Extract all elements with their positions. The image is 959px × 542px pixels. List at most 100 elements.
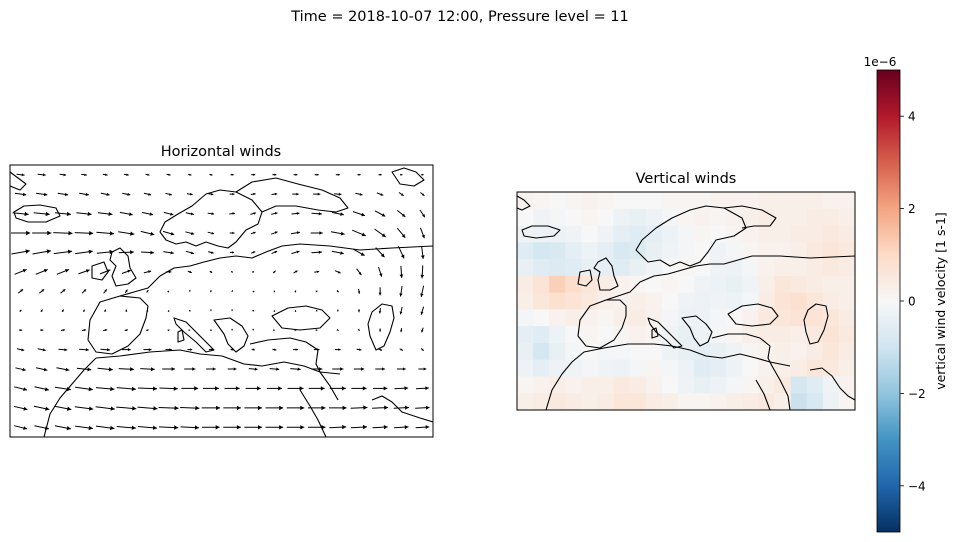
heatmap-cell xyxy=(790,208,808,227)
heatmap-cell xyxy=(565,326,582,344)
wind-arrow xyxy=(394,386,409,391)
wind-arrow xyxy=(53,231,73,236)
heatmap-cell xyxy=(677,275,695,294)
heatmap-cell xyxy=(613,208,631,227)
heatmap-cell xyxy=(581,275,599,294)
heatmap-cell xyxy=(806,192,824,210)
coastline-caspian-r xyxy=(803,303,829,345)
heatmap-cell xyxy=(597,309,615,327)
heatmap-cell xyxy=(629,326,647,344)
wind-arrow xyxy=(180,425,200,430)
heatmap-cell xyxy=(677,359,695,378)
coastline-arctic xyxy=(391,167,425,187)
wind-arrow xyxy=(119,211,133,216)
heatmap-cell xyxy=(645,208,663,227)
vertical-winds-map-border xyxy=(516,191,856,411)
wind-arrow xyxy=(244,405,262,411)
heatmap-cell xyxy=(533,393,550,410)
wind-arrow xyxy=(231,309,233,312)
heatmap-cell xyxy=(710,208,727,227)
heatmap-cell xyxy=(677,309,695,327)
wind-arrow xyxy=(396,367,406,371)
wind-arrow xyxy=(292,192,299,196)
wind-arrow xyxy=(315,309,318,312)
heatmap-cell xyxy=(645,225,663,243)
coastline-greenland xyxy=(10,171,27,191)
wind-arrow xyxy=(38,288,45,294)
heatmap-cell xyxy=(790,242,808,260)
heatmap-cell xyxy=(742,393,760,410)
heatmap-cell xyxy=(533,275,550,294)
wind-arrow xyxy=(250,192,256,196)
heatmap-cell xyxy=(549,393,566,410)
heatmap-cell xyxy=(517,393,534,410)
heatmap-cell xyxy=(822,192,840,210)
wind-arrow xyxy=(54,425,71,431)
wind-arrow xyxy=(158,405,179,411)
wind-arrow xyxy=(122,192,131,196)
coastline-italy-r xyxy=(647,317,683,349)
heatmap-cell xyxy=(549,309,566,327)
heatmap-cell xyxy=(629,242,647,260)
coastline-sardinia-r xyxy=(651,327,659,339)
wind-arrow xyxy=(356,348,362,351)
wind-arrow xyxy=(245,386,261,391)
wind-arrow xyxy=(421,173,424,176)
wind-arrow xyxy=(272,270,276,274)
coastline-great-britain-r xyxy=(593,257,619,291)
heatmap-cell xyxy=(710,192,727,210)
heatmap-cell xyxy=(645,259,663,277)
coastline-north-africa-r xyxy=(583,343,791,367)
heatmap-cell xyxy=(661,242,679,260)
heatmap-cell xyxy=(597,225,615,243)
wind-arrow xyxy=(335,348,341,351)
wind-arrow xyxy=(56,367,70,372)
heatmap-cell xyxy=(629,359,647,378)
wind-arrow xyxy=(58,348,68,352)
wind-arrow xyxy=(314,270,320,273)
wind-arrow xyxy=(16,173,25,177)
wind-arrow xyxy=(379,328,382,332)
coastline-ireland-r xyxy=(577,269,593,287)
wind-arrow xyxy=(315,329,318,332)
heatmap-cell xyxy=(613,192,631,210)
heatmap-cell xyxy=(565,393,582,410)
heatmap-cell xyxy=(549,326,566,344)
wind-arrow xyxy=(248,367,258,371)
heatmap-cell xyxy=(581,359,599,378)
heatmap-cell xyxy=(790,393,808,410)
wind-arrow xyxy=(13,405,28,411)
wind-arrow xyxy=(74,406,94,411)
wind-arrow xyxy=(334,270,341,274)
heatmap-cell xyxy=(726,292,743,310)
wind-arrow xyxy=(40,309,43,313)
heatmap-cell xyxy=(694,326,711,344)
wind-arrow xyxy=(332,367,344,371)
wind-arrow xyxy=(308,386,325,391)
heatmap-cell xyxy=(661,393,679,410)
wind-arrow xyxy=(146,329,149,332)
heatmap-cell xyxy=(661,292,679,310)
coastline-anatolia xyxy=(249,337,339,401)
wind-arrow xyxy=(230,173,234,176)
wind-arrow xyxy=(399,265,404,278)
heatmap-cell xyxy=(742,192,760,210)
wind-arrow xyxy=(250,212,257,215)
heatmap-cell xyxy=(581,225,599,243)
wind-arrow xyxy=(141,250,154,255)
wind-arrow xyxy=(271,192,278,196)
heatmap-cell xyxy=(661,309,679,327)
heatmap-cell xyxy=(790,326,808,344)
wind-arrow xyxy=(314,173,319,176)
wind-arrow xyxy=(420,245,425,259)
heatmap-cell xyxy=(661,208,679,227)
heatmap-cell xyxy=(710,275,727,294)
wind-arrow xyxy=(104,309,107,313)
heatmap-cell xyxy=(565,359,582,378)
heatmap-cell xyxy=(726,393,743,410)
heatmap-cell xyxy=(597,393,615,410)
wind-arrow xyxy=(252,271,255,274)
wind-arrow xyxy=(163,211,174,216)
vertical-winds-title: Vertical winds xyxy=(636,171,737,187)
heatmap-cell xyxy=(517,342,534,361)
